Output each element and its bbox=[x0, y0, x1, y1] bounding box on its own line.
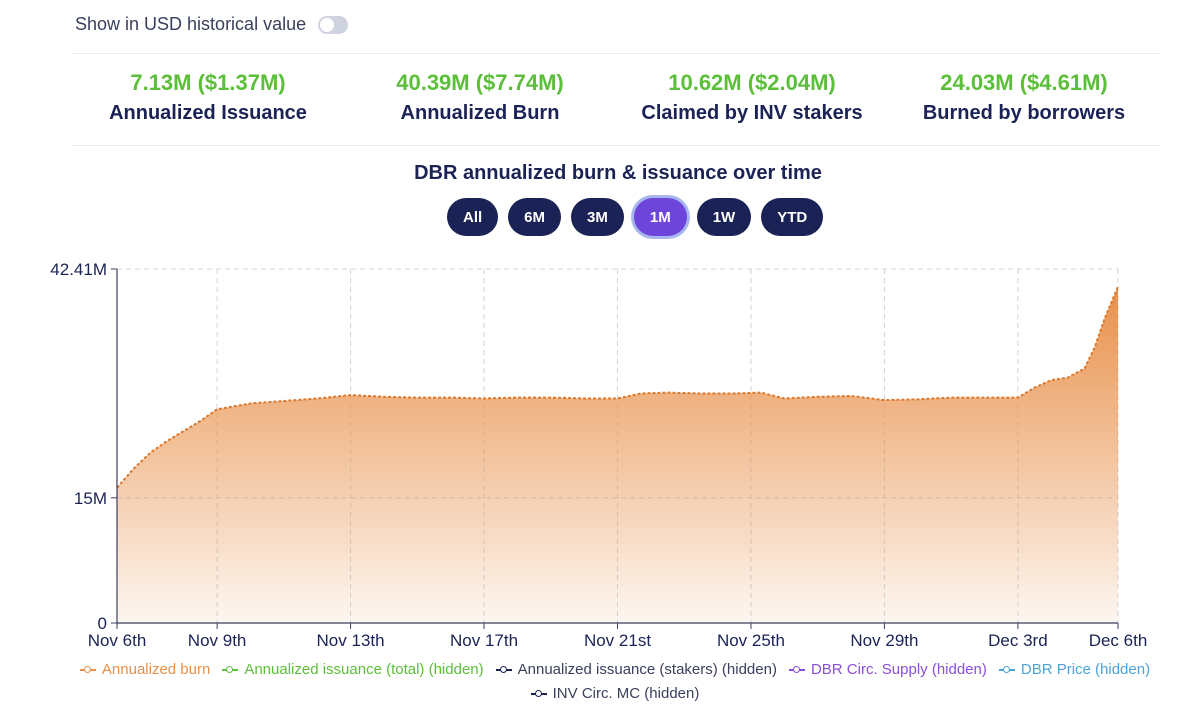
stat-value: 24.03M ($4.61M) bbox=[940, 70, 1108, 95]
range-button-all[interactable]: All bbox=[447, 198, 499, 236]
chart-title: DBR annualized burn & issuance over time bbox=[414, 162, 822, 184]
y-tick-label: 15M bbox=[74, 489, 107, 508]
stat-annualized-issuance: 7.13M ($1.37M) Annualized Issuance bbox=[72, 68, 344, 128]
legend-item-inv-circ-mc[interactable]: INV Circ. MC (hidden) bbox=[530, 684, 700, 704]
y-tick-label: 0 bbox=[98, 614, 107, 633]
stats-row: 7.13M ($1.37M) Annualized Issuance 40.39… bbox=[72, 68, 1160, 128]
stat-value: 10.62M ($2.04M) bbox=[668, 70, 836, 95]
usd-toggle-row: Show in USD historical value bbox=[75, 14, 349, 35]
divider-top bbox=[72, 53, 1160, 54]
range-button-1w[interactable]: 1W bbox=[696, 198, 752, 236]
stat-label: Claimed by INV stakers bbox=[641, 102, 863, 124]
legend-marker-icon bbox=[998, 665, 1015, 675]
legend-marker-icon bbox=[222, 665, 239, 675]
range-button-3m[interactable]: 3M bbox=[571, 198, 624, 236]
legend-item-dbr-price[interactable]: DBR Price (hidden) bbox=[998, 660, 1151, 680]
stat-value: 7.13M ($1.37M) bbox=[130, 70, 286, 95]
y-tick-label: 42.41M bbox=[50, 260, 107, 279]
divider-stats bbox=[72, 145, 1160, 146]
stat-label: Burned by borrowers bbox=[922, 102, 1126, 124]
stat-label: Annualized Issuance bbox=[109, 102, 307, 124]
legend-marker-icon bbox=[788, 665, 805, 675]
legend-marker-icon bbox=[79, 665, 96, 675]
stat-label: Annualized Burn bbox=[400, 102, 560, 124]
range-button-ytd[interactable]: YTD bbox=[761, 198, 824, 236]
x-tick-label: Nov 17th bbox=[450, 631, 518, 650]
x-tick-label: Nov 25th bbox=[717, 631, 785, 650]
legend-label: Annualized issuance (total) (hidden) bbox=[244, 661, 484, 678]
x-tick-label: Nov 21st bbox=[584, 631, 651, 650]
chart-legend: Annualized burn Annualized issuance (tot… bbox=[60, 660, 1170, 704]
x-tick-label: Nov 29th bbox=[850, 631, 918, 650]
stat-claimed-by-stakers: 10.62M ($2.04M) Claimed by INV stakers bbox=[616, 68, 888, 128]
legend-item-issuance-total[interactable]: Annualized issuance (total) (hidden) bbox=[222, 660, 484, 680]
legend-item-annualized-burn[interactable]: Annualized burn bbox=[79, 660, 211, 680]
range-button-1m[interactable]: 1M bbox=[633, 198, 687, 236]
burn-issuance-chart: 0 15M 42.41M Nov 6th Nov 9th Nov 13th Nov 17th… bbox=[50, 260, 1147, 650]
legend-label: DBR Price (hidden) bbox=[1020, 661, 1151, 678]
legend-label: Annualized issuance (stakers) (hidden) bbox=[517, 661, 777, 678]
legend-item-dbr-circ-supply[interactable]: DBR Circ. Supply (hidden) bbox=[788, 660, 987, 680]
stat-value: 40.39M ($7.74M) bbox=[396, 70, 564, 95]
stat-burned-by-borrowers: 24.03M ($4.61M) Burned by borrowers bbox=[888, 68, 1160, 128]
burn-area bbox=[117, 286, 1118, 623]
x-tick-label: Nov 9th bbox=[188, 631, 247, 650]
stat-annualized-burn: 40.39M ($7.74M) Annualized Burn bbox=[344, 68, 616, 128]
usd-toggle-knob bbox=[320, 17, 335, 32]
axes: 0 15M 42.41M Nov 6th Nov 9th Nov 13th Nov 17th… bbox=[50, 260, 1147, 650]
legend-label: DBR Circ. Supply (hidden) bbox=[810, 661, 987, 678]
range-selector: All 6M 3M 1M 1W YTD bbox=[447, 198, 824, 236]
range-button-6m[interactable]: 6M bbox=[508, 198, 562, 236]
legend-label: INV Circ. MC (hidden) bbox=[552, 685, 700, 702]
legend-marker-icon bbox=[530, 689, 547, 699]
legend-marker-icon bbox=[495, 665, 512, 675]
usd-toggle-switch[interactable] bbox=[318, 15, 349, 34]
legend-label: Annualized burn bbox=[101, 661, 211, 678]
x-tick-label: Dec 6th bbox=[1089, 631, 1148, 650]
x-tick-label: Nov 6th bbox=[88, 631, 147, 650]
x-tick-label: Nov 13th bbox=[317, 631, 385, 650]
usd-toggle-label: Show in USD historical value bbox=[75, 14, 307, 34]
legend-item-issuance-stakers[interactable]: Annualized issuance (stakers) (hidden) bbox=[495, 660, 777, 680]
x-tick-label: Dec 3rd bbox=[988, 631, 1048, 650]
series-layer bbox=[116, 286, 1119, 623]
